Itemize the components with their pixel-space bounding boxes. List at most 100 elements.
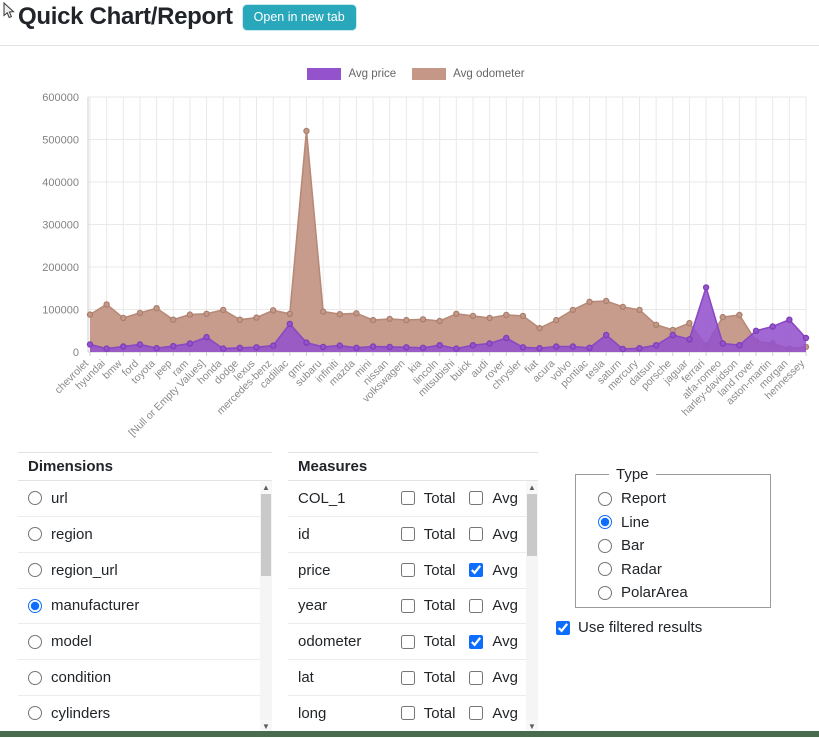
- legend-swatch: [307, 68, 342, 80]
- chart-type-radio[interactable]: [598, 491, 612, 506]
- data-point: [553, 316, 560, 324]
- y-axis-tick-label: 0: [73, 347, 79, 359]
- dimension-row[interactable]: cylinders: [18, 696, 260, 732]
- measure-name: lat: [298, 669, 314, 687]
- dimension-label: region: [51, 525, 93, 543]
- series-area: [90, 287, 806, 352]
- data-point: [669, 326, 676, 334]
- measure-avg-label: Avg: [492, 489, 518, 507]
- dimension-radio[interactable]: [28, 598, 42, 613]
- chart-type-option[interactable]: Radar: [598, 558, 770, 582]
- dimensions-list: url region region_url manufacturer model…: [18, 481, 272, 733]
- chart-type-option[interactable]: PolarArea: [598, 581, 770, 605]
- dimension-label: model: [51, 633, 92, 651]
- dimension-label: manufacturer: [51, 597, 140, 615]
- measure-name: price: [298, 561, 331, 579]
- measure-total-label: Total: [423, 704, 456, 722]
- scroll-up-icon[interactable]: ▲: [260, 481, 272, 494]
- legend-item[interactable]: Avg odometer: [412, 68, 525, 80]
- dimension-row[interactable]: url: [18, 481, 260, 517]
- data-point: [170, 342, 177, 350]
- measure-row: odometer Total Avg: [288, 624, 526, 661]
- dimension-radio[interactable]: [28, 706, 42, 721]
- data-point: [669, 331, 676, 339]
- data-point: [702, 284, 710, 291]
- dimension-radio[interactable]: [28, 563, 42, 578]
- measure-total-checkbox[interactable]: [400, 634, 415, 649]
- dimension-radio[interactable]: [28, 527, 42, 542]
- measure-total-checkbox[interactable]: [400, 706, 415, 721]
- data-point: [136, 341, 144, 348]
- measure-avg-checkbox[interactable]: [469, 563, 484, 578]
- data-point: [536, 345, 543, 352]
- data-point: [353, 310, 360, 317]
- measure-avg-checkbox[interactable]: [469, 527, 484, 542]
- data-point: [636, 306, 643, 314]
- measure-avg-checkbox[interactable]: [469, 634, 484, 649]
- measure-row: year Total Avg: [288, 589, 526, 625]
- chart-type-radio[interactable]: [598, 538, 612, 553]
- chart-type-radio[interactable]: [598, 585, 612, 600]
- data-point: [503, 311, 510, 319]
- scrollbar-thumb[interactable]: [261, 494, 271, 576]
- scrollbar-thumb[interactable]: [527, 494, 537, 556]
- measure-avg-checkbox[interactable]: [469, 491, 484, 506]
- dimension-row[interactable]: condition: [18, 660, 260, 697]
- scroll-down-icon[interactable]: ▼: [260, 720, 272, 733]
- data-point: [602, 331, 610, 339]
- dimension-label: url: [51, 489, 68, 507]
- measures-scrollbar[interactable]: ▲ ▼: [526, 481, 538, 733]
- chart-type-option[interactable]: Report: [598, 487, 770, 511]
- measure-avg-checkbox[interactable]: [469, 598, 484, 613]
- dimension-radio[interactable]: [28, 491, 42, 506]
- page-title: Quick Chart/Report: [18, 3, 233, 30]
- data-point: [369, 316, 377, 324]
- measures-panel: Measures COL_1 Total Avg id Total Avg pr…: [288, 452, 538, 733]
- measure-avg-label: Avg: [492, 597, 518, 615]
- measure-total-label: Total: [423, 561, 456, 579]
- measure-avg-checkbox[interactable]: [469, 706, 484, 721]
- legend-item[interactable]: Avg price: [307, 68, 396, 80]
- data-point: [319, 343, 327, 351]
- dimension-radio[interactable]: [28, 634, 42, 649]
- chart-type-radio[interactable]: [598, 562, 612, 577]
- y-axis-tick-label: 500000: [42, 135, 79, 147]
- scroll-up-icon[interactable]: ▲: [526, 481, 538, 494]
- data-point: [286, 320, 294, 328]
- dimension-row[interactable]: model: [18, 624, 260, 661]
- measure-total-checkbox[interactable]: [400, 491, 415, 506]
- use-filtered-results-checkbox[interactable]: [556, 620, 570, 635]
- chart-type-option[interactable]: Line: [598, 511, 770, 535]
- chart-type-option-label: Bar: [621, 537, 645, 555]
- chart-legend: Avg price Avg odometer: [20, 68, 812, 80]
- dimension-radio[interactable]: [28, 670, 42, 685]
- measure-avg-checkbox[interactable]: [469, 670, 484, 685]
- measure-total-checkbox[interactable]: [400, 527, 415, 542]
- legend-label: Avg odometer: [453, 68, 525, 80]
- dimension-row[interactable]: manufacturer: [18, 589, 260, 625]
- scroll-down-icon[interactable]: ▼: [526, 720, 538, 733]
- data-point: [736, 311, 743, 319]
- data-point: [303, 127, 310, 135]
- measure-total-checkbox[interactable]: [400, 563, 415, 578]
- dimension-row[interactable]: region_url: [18, 553, 260, 589]
- data-point: [236, 316, 244, 323]
- chart-type-option[interactable]: Bar: [598, 534, 770, 558]
- chart-type-radio[interactable]: [598, 515, 612, 530]
- dimension-row[interactable]: region: [18, 517, 260, 553]
- data-point: [486, 340, 493, 347]
- data-point: [802, 334, 810, 342]
- measure-total-checkbox[interactable]: [400, 670, 415, 685]
- data-point: [186, 311, 194, 318]
- open-in-new-tab-button[interactable]: Open in new tab: [242, 4, 356, 30]
- data-point: [186, 340, 194, 347]
- measure-avg-label: Avg: [492, 633, 518, 651]
- use-filtered-results-option[interactable]: Use filtered results: [556, 619, 702, 636]
- dimensions-scrollbar[interactable]: ▲ ▼: [260, 481, 272, 733]
- chart-type-fieldset: Type Report Line Bar Radar PolarArea: [575, 466, 771, 608]
- measure-avg-label: Avg: [492, 525, 518, 543]
- measure-total-checkbox[interactable]: [400, 598, 415, 613]
- measure-row: lat Total Avg: [288, 660, 526, 697]
- data-point: [752, 327, 760, 334]
- header-divider: [0, 45, 819, 46]
